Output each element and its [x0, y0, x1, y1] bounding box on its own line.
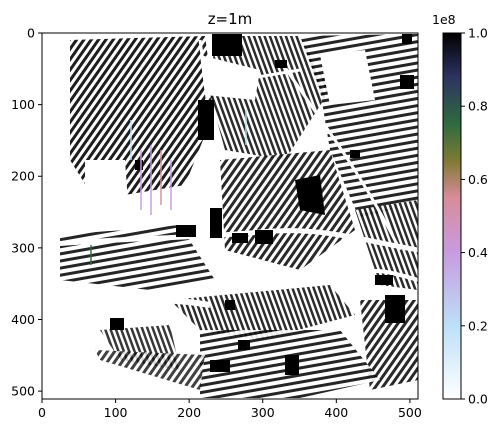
x-tick-label: 100: [104, 405, 128, 420]
y-tick-label: 400: [11, 312, 35, 327]
y-tick-label: 500: [11, 384, 35, 399]
y-tick-label: 0: [27, 26, 35, 41]
colorbar-tick-label: 0.0: [468, 392, 488, 407]
plot-frame: [41, 32, 419, 400]
x-tick-label: 400: [324, 405, 348, 420]
x-axis: 0 100 200 300 400 500: [38, 399, 422, 420]
colorbar-tick-label: 0.8: [468, 99, 488, 114]
x-tick-label: 300: [251, 405, 275, 420]
colorbar-tick-label: 0.2: [468, 318, 488, 333]
y-tick-label: 200: [11, 169, 35, 184]
heatmap-image: [42, 33, 418, 399]
colorbar-tick-label: 0.6: [468, 172, 488, 187]
chart-title: z=1m: [208, 10, 253, 28]
x-tick-label: 500: [398, 405, 422, 420]
y-tick-label: 100: [11, 97, 35, 112]
y-tick-label: 300: [11, 240, 35, 255]
y-axis: 0 100 200 300 400 500: [11, 26, 42, 399]
x-tick-label: 0: [38, 405, 46, 420]
colorbar-tick-label: 0.4: [468, 245, 488, 260]
x-tick-label: 200: [177, 405, 201, 420]
colorbar-axis: 0.0 0.2 0.4 0.6 0.8 1.0: [461, 26, 488, 407]
colorbar-offset-label: 1e8: [432, 12, 456, 27]
colorbar: [442, 32, 462, 400]
colorbar-tick-label: 1.0: [468, 26, 488, 41]
